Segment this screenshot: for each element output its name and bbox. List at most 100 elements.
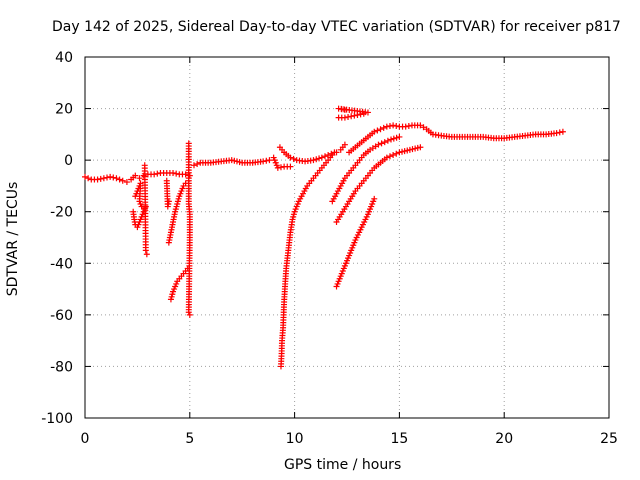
data-point bbox=[390, 151, 397, 158]
y-tick-label: -40 bbox=[50, 256, 73, 272]
data-point bbox=[341, 114, 348, 121]
x-tick-label: 15 bbox=[390, 431, 408, 447]
data-point bbox=[417, 122, 424, 129]
data-point bbox=[393, 150, 400, 157]
data-point bbox=[136, 175, 143, 182]
data-point bbox=[412, 145, 419, 152]
data-point bbox=[335, 105, 342, 112]
x-tick-label: 20 bbox=[495, 431, 513, 447]
data-point bbox=[100, 175, 107, 182]
data-point bbox=[328, 150, 335, 157]
x-tick-label: 5 bbox=[185, 431, 194, 447]
data-point bbox=[321, 153, 328, 160]
data-point bbox=[85, 175, 92, 182]
data-point bbox=[390, 122, 397, 129]
data-point bbox=[236, 159, 243, 166]
y-tick-label: -60 bbox=[50, 308, 73, 324]
data-point bbox=[316, 155, 323, 162]
data-point bbox=[228, 157, 235, 164]
data-point bbox=[409, 146, 416, 153]
data-point bbox=[313, 156, 320, 163]
data-point bbox=[107, 173, 114, 180]
data-point bbox=[233, 158, 240, 165]
data-point bbox=[341, 141, 348, 148]
data-point bbox=[396, 149, 403, 156]
data-point bbox=[559, 128, 566, 135]
data-point bbox=[345, 113, 352, 120]
x-tick-label: 0 bbox=[81, 431, 90, 447]
data-point bbox=[104, 174, 111, 181]
data-point bbox=[151, 171, 158, 178]
plot-frame bbox=[84, 56, 610, 419]
data-point bbox=[386, 153, 393, 160]
y-tick-label: 20 bbox=[55, 102, 73, 118]
data-point bbox=[277, 164, 284, 171]
data-point bbox=[553, 130, 560, 137]
y-tick-label: -20 bbox=[50, 205, 73, 221]
data-point bbox=[113, 175, 120, 182]
chart-title: Day 142 of 2025, Sidereal Day-to-day VTE… bbox=[52, 19, 621, 35]
data-point bbox=[154, 170, 161, 177]
data-point bbox=[341, 106, 348, 113]
data-point bbox=[94, 176, 101, 183]
data-point bbox=[165, 198, 172, 205]
data-point bbox=[383, 123, 390, 130]
data-point bbox=[110, 174, 117, 181]
data-point bbox=[190, 162, 197, 169]
data-point bbox=[420, 124, 427, 131]
data-point bbox=[393, 122, 400, 129]
data-point bbox=[263, 157, 270, 164]
data-point bbox=[417, 144, 424, 151]
data-point bbox=[401, 148, 408, 155]
data-point bbox=[371, 128, 378, 135]
y-tick-label: -80 bbox=[50, 359, 73, 375]
data-point bbox=[384, 137, 391, 144]
data-point bbox=[142, 247, 149, 254]
data-point bbox=[414, 144, 421, 151]
data-point bbox=[97, 175, 104, 182]
data-point bbox=[325, 151, 332, 158]
data-point bbox=[143, 251, 150, 258]
data-point bbox=[182, 171, 189, 178]
data-point bbox=[194, 161, 201, 168]
y-tick-label: 0 bbox=[64, 153, 73, 169]
data-point bbox=[348, 113, 355, 120]
data-point bbox=[402, 123, 409, 130]
data-point bbox=[393, 134, 400, 141]
data-point bbox=[390, 135, 397, 142]
data-point bbox=[318, 154, 325, 161]
data-point bbox=[138, 203, 145, 210]
data-point bbox=[375, 141, 382, 148]
x-tick-label: 10 bbox=[286, 431, 304, 447]
data-point bbox=[406, 146, 413, 153]
data-point bbox=[396, 133, 403, 140]
data-point bbox=[310, 157, 317, 164]
data-point bbox=[374, 127, 381, 134]
data-point bbox=[377, 126, 384, 133]
data-point bbox=[170, 170, 177, 177]
data-point bbox=[173, 170, 180, 177]
data-point bbox=[186, 311, 193, 318]
data-point bbox=[388, 136, 395, 143]
data-point bbox=[386, 122, 393, 129]
data-point bbox=[123, 179, 130, 186]
y-tick-label: 40 bbox=[55, 50, 73, 66]
x-tick-label: 25 bbox=[600, 431, 618, 447]
data-point bbox=[82, 173, 88, 180]
data-point bbox=[260, 158, 267, 165]
data-point bbox=[378, 140, 385, 147]
data-point bbox=[381, 139, 388, 146]
data-point bbox=[274, 164, 281, 171]
data-point bbox=[266, 157, 273, 164]
data-point bbox=[119, 177, 126, 184]
data-point bbox=[371, 195, 378, 202]
data-point bbox=[404, 147, 411, 154]
data-point bbox=[380, 124, 387, 131]
y-tick-label: -100 bbox=[41, 411, 73, 427]
data-point bbox=[405, 122, 412, 129]
data-point bbox=[290, 155, 297, 162]
data-point bbox=[116, 176, 123, 183]
data-point bbox=[383, 154, 390, 161]
data-point bbox=[287, 163, 294, 170]
data-point bbox=[399, 148, 406, 155]
